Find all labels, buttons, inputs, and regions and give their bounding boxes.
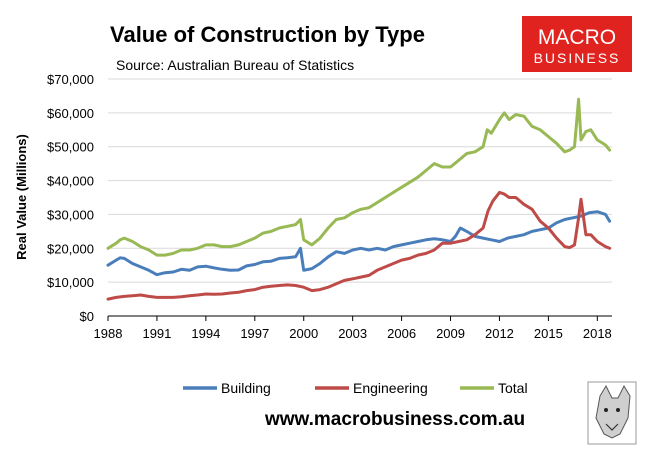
legend-item-total: Total bbox=[460, 380, 528, 396]
y-tick-label: $20,000 bbox=[47, 241, 94, 256]
x-tick-label: 2015 bbox=[534, 326, 563, 341]
logo-background bbox=[522, 16, 632, 72]
macrobusiness-logo: MACRO BUSINESS bbox=[522, 16, 632, 72]
chart-title: Value of Construction by Type bbox=[110, 22, 425, 47]
y-tick-label: $60,000 bbox=[47, 106, 94, 121]
wolf-emblem bbox=[587, 381, 637, 445]
series-line-engineering bbox=[106, 190, 612, 301]
x-tick-label: 2012 bbox=[485, 326, 514, 341]
y-tick-label: $30,000 bbox=[47, 207, 94, 222]
legend-label: Engineering bbox=[353, 380, 428, 396]
x-tick-label: 2006 bbox=[387, 326, 416, 341]
x-tick-label: 1994 bbox=[191, 326, 220, 341]
legend-label: Total bbox=[498, 380, 528, 396]
x-tick-label: 2009 bbox=[436, 326, 465, 341]
gridlines bbox=[108, 78, 612, 283]
logo-line1: MACRO bbox=[538, 26, 616, 49]
legend: Building Engineering Total bbox=[183, 380, 528, 396]
x-tick-label: 1997 bbox=[240, 326, 269, 341]
series-line-building bbox=[106, 210, 612, 277]
x-tick-label: 2000 bbox=[289, 326, 318, 341]
y-axis-label: Real Value (Millions) bbox=[14, 134, 29, 260]
y-tick-label: $0 bbox=[80, 309, 94, 324]
y-tick-label: $40,000 bbox=[47, 174, 94, 189]
x-tick-label: 2018 bbox=[583, 326, 612, 341]
x-tick-label: 1991 bbox=[142, 326, 171, 341]
legend-label: Building bbox=[221, 380, 271, 396]
legend-item-building: Building bbox=[183, 380, 271, 396]
y-tick-labels: $0 $10,000 $20,000 $30,000 $40,000 $50,000 $60… bbox=[47, 72, 94, 324]
chart-subtitle: Source: Australian Bureau of Statistics bbox=[116, 57, 354, 73]
x-tick-label: 1988 bbox=[94, 326, 123, 341]
y-tick-label: $50,000 bbox=[47, 140, 94, 155]
logo-line2: BUSINESS bbox=[534, 50, 621, 66]
footer-url: www.macrobusiness.com.au bbox=[264, 409, 525, 430]
x-tick-label: 2003 bbox=[338, 326, 367, 341]
series-line-total bbox=[106, 97, 612, 257]
y-tick-label: $70,000 bbox=[47, 72, 94, 87]
series-lines bbox=[106, 97, 612, 301]
x-tick-labels: 1988 1991 1994 1997 2000 2003 2006 2009 2012 2015… bbox=[94, 316, 612, 341]
y-tick-label: $10,000 bbox=[47, 275, 94, 290]
legend-item-engineering: Engineering bbox=[315, 380, 428, 396]
